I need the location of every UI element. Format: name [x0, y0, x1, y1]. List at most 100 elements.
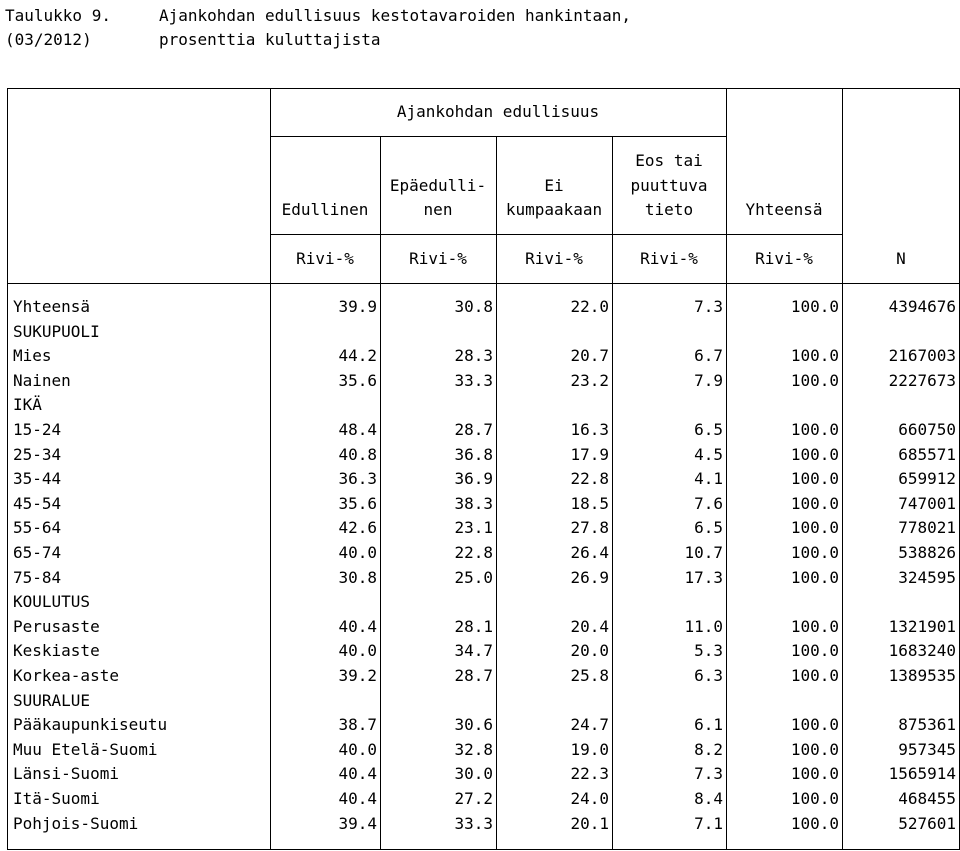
cell-value: 33.3: [454, 813, 493, 833]
cell-value: 100.0: [790, 346, 839, 366]
row-label: IKÄ: [13, 395, 42, 415]
rule-col-b: [380, 136, 381, 850]
cell-value: 7.3: [694, 297, 723, 316]
row-label: 65-74: [13, 543, 62, 562]
cell-value: 685571: [898, 444, 956, 464]
cell-value: 4.5: [694, 444, 723, 464]
header-unit-5: Rivi-%: [755, 249, 813, 268]
cell-value: 6.3: [694, 666, 723, 685]
rule-header-mid: [270, 234, 842, 235]
cell-value: 11.0: [684, 616, 723, 636]
table-number: Taulukko 9.: [5, 6, 111, 25]
cell-value: 42.6: [338, 518, 377, 538]
cell-value: 40.8: [338, 444, 377, 464]
cell-value: 6.1: [694, 715, 723, 735]
cell-value: 26.9: [570, 567, 609, 587]
cell-value: 18.5: [570, 493, 609, 513]
cell-value: 1321901: [888, 616, 956, 636]
cell-value: 24.7: [570, 715, 609, 735]
cell-value: 778021: [898, 518, 956, 538]
cell-value: 30.8: [338, 567, 377, 587]
cell-value: 324595: [898, 567, 956, 587]
row-label: Mies: [13, 346, 52, 366]
cell-value: 100.0: [790, 543, 839, 562]
cell-value: 100.0: [790, 641, 839, 661]
header-n: N: [896, 249, 906, 268]
cell-value: 660750: [898, 420, 956, 439]
header-col-edullinen: Edullinen: [281, 200, 369, 219]
cell-value: 35.6: [338, 493, 377, 513]
row-label: Yhteensä: [13, 297, 91, 316]
cell-value: 527601: [898, 813, 956, 833]
header-group-label: Ajankohdan edullisuus: [396, 102, 600, 121]
row-label: 35-44: [13, 469, 62, 489]
header-col-eos-3: tieto: [644, 200, 694, 219]
row-label: Pääkaupunkiseutu: [13, 715, 168, 735]
rule-col-c: [496, 136, 497, 850]
row-label: 75-84: [13, 567, 62, 587]
row-label: SUURALUE: [13, 690, 91, 710]
cell-value: 7.1: [694, 813, 723, 833]
cell-value: 100.0: [790, 469, 839, 489]
cell-value: 30.6: [454, 715, 493, 735]
cell-value: 7.9: [694, 370, 723, 390]
cell-value: 44.2: [338, 346, 377, 366]
row-label: Keskiaste: [13, 641, 100, 661]
rule-left: [7, 88, 8, 850]
header-col-eos-2: puuttuva: [630, 176, 708, 195]
cell-value: 33.3: [454, 370, 493, 390]
cell-value: 4.1: [694, 469, 723, 489]
cell-value: 39.9: [338, 297, 377, 316]
cell-value: 1389535: [888, 666, 956, 685]
cell-value: 100.0: [790, 493, 839, 513]
cell-value: 40.4: [338, 789, 377, 808]
table-caption: Taulukko 9. Ajankohdan edullisuus kestot…: [5, 4, 631, 124]
cell-value: 48.4: [338, 420, 377, 439]
cell-value: 1565914: [888, 764, 956, 784]
cell-value: 35.6: [338, 370, 377, 390]
data-table: Ajankohdan edullisuus Edullinen Epäedull…: [7, 88, 960, 850]
header-unit-2: Rivi-%: [409, 249, 467, 268]
cell-value: 19.0: [570, 739, 609, 759]
cell-value: 100.0: [790, 764, 839, 784]
cell-value: 6.7: [694, 346, 723, 366]
cell-value: 30.8: [454, 297, 493, 316]
header-unit-4: Rivi-%: [640, 249, 698, 268]
cell-value: 100.0: [790, 297, 839, 316]
row-label: 45-54: [13, 493, 62, 513]
cell-value: 6.5: [694, 420, 723, 439]
cell-value: 747001: [898, 493, 956, 513]
cell-value: 40.4: [338, 616, 377, 636]
cell-value: 22.8: [454, 543, 493, 562]
cell-value: 26.4: [570, 543, 609, 562]
cell-value: 39.4: [338, 813, 377, 833]
cell-value: 38.7: [338, 715, 377, 735]
rule-col-a: [270, 88, 271, 850]
cell-value: 17.9: [570, 444, 609, 464]
cell-value: 22.0: [570, 297, 609, 316]
cell-value: 100.0: [790, 616, 839, 636]
cell-value: 8.2: [694, 739, 723, 759]
rule-col-f: [842, 88, 843, 850]
cell-value: 32.8: [454, 739, 493, 759]
header-unit-3: Rivi-%: [525, 249, 583, 268]
rule-header-bottom: [7, 283, 960, 284]
cell-value: 10.7: [684, 543, 723, 562]
cell-value: 2227673: [888, 370, 956, 390]
cell-value: 39.2: [338, 666, 377, 685]
cell-value: 538826: [898, 543, 956, 562]
cell-value: 7.3: [694, 764, 723, 784]
cell-value: 100.0: [790, 666, 839, 685]
header-unit-1: Rivi-%: [296, 249, 354, 268]
cell-value: 100.0: [790, 444, 839, 464]
cell-value: 100.0: [790, 789, 839, 808]
rule-col-d: [612, 136, 613, 850]
rule-group-bottom: [270, 136, 726, 137]
row-label: Itä-Suomi: [13, 789, 100, 808]
row-label: Länsi-Suomi: [13, 764, 119, 784]
row-label: 15-24: [13, 420, 62, 439]
cell-value: 38.3: [454, 493, 493, 513]
cell-value: 23.1: [454, 518, 493, 538]
cell-value: 28.7: [454, 666, 493, 685]
cell-value: 468455: [898, 789, 956, 808]
